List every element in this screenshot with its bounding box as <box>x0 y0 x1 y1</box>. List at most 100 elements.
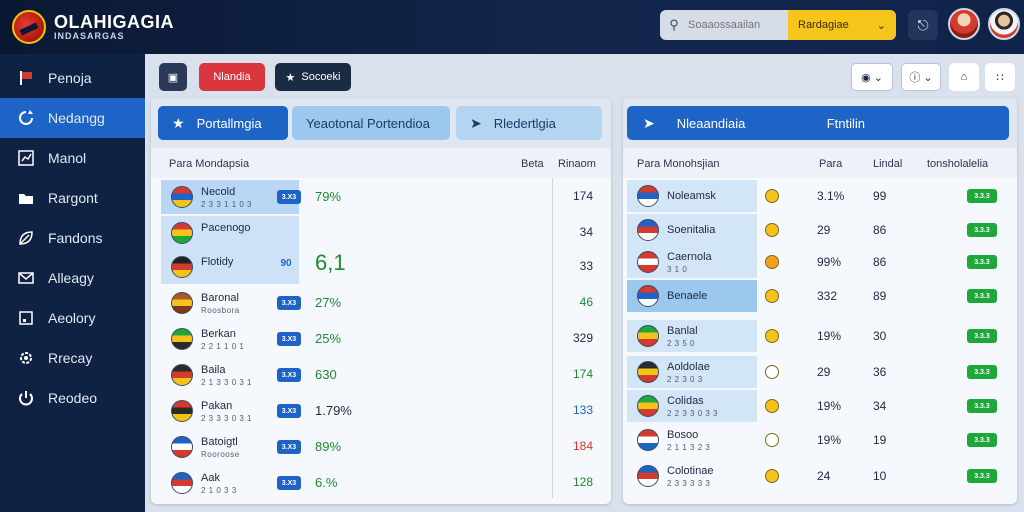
app-header: OLAHIGAGIA INDASARGAS ⚲ Rardagiae ⌄ ⎋ <box>0 0 1024 54</box>
brand[interactable]: OLAHIGAGIA INDASARGAS <box>0 10 260 44</box>
team-name: Flotidy <box>201 256 234 268</box>
table-row[interactable]: Benaele 332 89 3.3.3 <box>627 280 1013 312</box>
column-header-data[interactable]: Beta <box>521 158 544 170</box>
table-row[interactable]: Caernola 3 1 0 99% 86 3.3.3 <box>627 246 1013 278</box>
team-flag-icon <box>637 185 659 207</box>
status-icon <box>765 255 779 269</box>
table-row[interactable]: Berkan 2 2 1 1 0 1 3.X3 25% 329 <box>161 322 593 356</box>
table-row[interactable]: Aak 2 1 0 3 3 3.X3 6.% 128 <box>161 466 593 500</box>
column-header-para[interactable]: Para <box>819 158 843 170</box>
table-row[interactable]: Bosoo 2 1 1 3 2 3 19% 19 3.3.3 <box>627 424 1013 456</box>
search-category-select[interactable]: Rardagiae ⌄ <box>788 10 896 40</box>
table-row[interactable]: Colotinae 2 3 3 3 3 3 24 10 3.3.3 <box>627 460 1013 492</box>
table-row[interactable]: Flotidy 90 6,1 33 <box>161 250 593 284</box>
status-icon <box>765 329 779 343</box>
para-value: 19% <box>817 433 842 447</box>
sidebar-toggle-button[interactable]: ▣ <box>159 63 187 91</box>
socoeki-button[interactable]: ★ Socoeki <box>275 63 351 91</box>
team-flag-icon <box>171 292 193 314</box>
status-pill[interactable]: 3.3.3 <box>967 399 997 413</box>
coin-dropdown-button[interactable]: ◉ ⌄ <box>851 63 893 91</box>
team-flag-icon <box>171 436 193 458</box>
table-row[interactable]: Noleamsk 3.1% 99 3.3.3 <box>627 180 1013 212</box>
team-flag-icon <box>637 395 659 417</box>
team-flag-icon <box>637 325 659 347</box>
lindal-value: 34 <box>873 399 887 413</box>
team-sub: 3 1 0 <box>667 265 688 274</box>
status-pill[interactable]: 3.3.3 <box>967 189 997 203</box>
toolbar: ▣ Nlandia ★ Socoeki ◉ ⌄ ⓘ ⌄ ⌂ ∷ <box>145 54 1024 98</box>
status-pill[interactable]: 3.3.3 <box>967 289 997 303</box>
flag-icon <box>16 68 36 88</box>
lindal-value: 99 <box>873 189 887 203</box>
home-button[interactable]: ⌂ <box>949 63 979 91</box>
column-divider <box>552 178 553 498</box>
table-row[interactable]: Pacenogo 34 <box>161 216 593 250</box>
chevron-down-icon: ⌄ <box>876 19 886 32</box>
team-name: Batoigtl <box>201 436 238 448</box>
brand-logo-icon <box>12 10 46 44</box>
column-header-name[interactable]: Para Monohsjian <box>637 158 720 170</box>
column-header-lindal[interactable]: Lindal <box>873 158 903 170</box>
table-row[interactable]: Baila 2 1 3 3 0 3 1 3.X3 630 174 <box>161 358 593 392</box>
table-row[interactable]: Necold 2 3 3 1 1 0 3 3.X3 79% 174 <box>161 180 593 214</box>
percent-value: 27% <box>315 295 342 310</box>
status-pill[interactable]: 3.3.3 <box>967 329 997 343</box>
refresh-icon <box>16 108 36 128</box>
column-header-tons[interactable]: tonsholalelia <box>927 158 989 170</box>
para-value: 29 <box>817 223 831 237</box>
table-row[interactable]: Aoldolae 2 2 3 0 3 29 36 3.3.3 <box>627 356 1013 388</box>
sidebar-item-label: Fandons <box>48 230 103 246</box>
team-flag-icon <box>171 364 193 386</box>
tab-rledertlgia[interactable]: ➤ Rledertlgia <box>456 106 602 140</box>
column-header-name[interactable]: Para Mondapsia <box>169 158 250 170</box>
sidebar-item-fandons[interactable]: Fandons <box>0 218 145 258</box>
status-icon <box>765 289 779 303</box>
sidebar-item-reodeo[interactable]: Reodeo <box>0 378 145 418</box>
star-icon: ★ <box>172 114 185 131</box>
stat-pill: 3.X3 <box>277 190 301 204</box>
brand-title: OLAHIGAGIA <box>54 11 174 32</box>
chart-icon <box>16 148 36 168</box>
table-row[interactable]: Soenitalia 29 86 3.3.3 <box>627 214 1013 246</box>
search-input[interactable] <box>688 19 788 31</box>
search-icon[interactable]: ⚲ <box>669 17 679 32</box>
power-icon <box>16 388 36 408</box>
table-row[interactable]: Banlal 2 3 5 0 19% 30 3.3.3 <box>627 320 1013 352</box>
sidebar-item-rargont[interactable]: Rargont <box>0 178 145 218</box>
team-name: Berkan <box>201 328 236 340</box>
tab-portallmgia[interactable]: ★ Portallmgia <box>158 106 288 140</box>
sidebar-item-aeolory[interactable]: Aeolory <box>0 298 145 338</box>
sidebar-item-nedangg[interactable]: Nedangg <box>0 98 145 138</box>
table-row[interactable]: Batoigtl Rooroose 3.X3 89% 184 <box>161 430 593 464</box>
nlandia-button[interactable]: Nlandia <box>199 63 265 91</box>
status-pill[interactable]: 3.3.3 <box>967 433 997 447</box>
team-avatar[interactable] <box>948 8 980 40</box>
sidebar-item-alleagy[interactable]: Alleagy <box>0 258 145 298</box>
sidebar-item-penoja[interactable]: Penoja <box>0 58 145 98</box>
sidebar-item-manol[interactable]: Manol <box>0 138 145 178</box>
status-pill[interactable]: 3.3.3 <box>967 255 997 269</box>
tab-label: Yeaotonal Portendioa <box>306 115 430 131</box>
sidebar-item-rrecay[interactable]: Rrecay <box>0 338 145 378</box>
user-avatar[interactable] <box>988 8 1020 40</box>
notifications-button[interactable]: ⎋ <box>908 10 938 40</box>
para-value: 24 <box>817 469 831 483</box>
grid-button[interactable]: ∷ <box>985 63 1015 91</box>
team-sub: 2 2 3 0 3 <box>667 375 703 384</box>
column-header-rank[interactable]: Rinaom <box>558 158 596 170</box>
rank-value: 174 <box>572 367 593 381</box>
team-name: Aoldolae <box>667 361 710 373</box>
para-value: 3.1% <box>817 189 845 203</box>
status-pill[interactable]: 3.3.3 <box>967 223 997 237</box>
team-flag-icon <box>637 361 659 383</box>
status-pill[interactable]: 3.3.3 <box>967 365 997 379</box>
table-row[interactable]: Colidas 2 2 3 3 0 3 3 19% 34 3.3.3 <box>627 390 1013 422</box>
status-pill[interactable]: 3.3.3 <box>967 469 997 483</box>
tab-nleaandiaia[interactable]: ➤ Nleaandiaia Ftntilin <box>627 106 1009 140</box>
info-dropdown-button[interactable]: ⓘ ⌄ <box>901 63 941 91</box>
table-row[interactable]: Baronal Roosbora 3.X3 27% 46 <box>161 286 593 320</box>
sidebar-item-label: Rrecay <box>48 350 93 366</box>
tab-yeaotonal[interactable]: Yeaotonal Portendioa <box>292 106 450 140</box>
table-row[interactable]: Pakan 2 3 3 3 0 3 1 3.X3 1.79% 133 <box>161 394 593 428</box>
